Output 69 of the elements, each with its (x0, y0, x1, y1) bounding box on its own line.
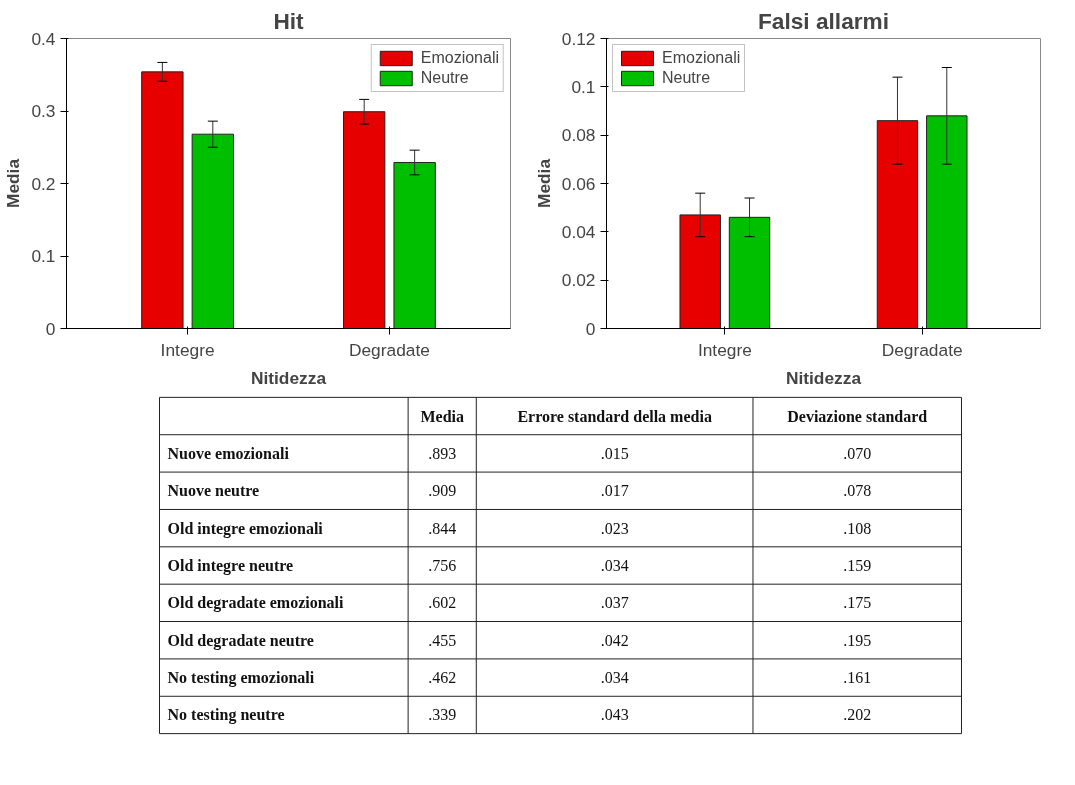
text: .756 (428, 557, 457, 574)
text: .195 (843, 631, 872, 649)
text: .042 (600, 631, 629, 649)
x-tick-label: Degradate (348, 339, 430, 360)
y-tick-label: 0.4 (31, 28, 56, 49)
x-axis-title: Nitidezza (250, 367, 327, 388)
text: .893 (428, 444, 457, 462)
text: .462 (428, 669, 457, 687)
y-tick-label: 0.1 (31, 246, 56, 266)
y-axis-title: Media (3, 158, 24, 209)
text: .034 (600, 669, 629, 687)
bar (191, 133, 234, 329)
text: .078 (843, 482, 872, 500)
text: Old degradate emozionali (167, 594, 345, 613)
legend-label: Neutre (420, 69, 469, 87)
legend-label: Neutre (662, 69, 711, 87)
text: .037 (600, 594, 629, 612)
text: Old degradate neutre (167, 631, 314, 650)
y-tick-label: 0 (585, 318, 596, 339)
category-label: Media (420, 407, 464, 425)
bar (679, 214, 721, 329)
text: .339 (428, 706, 457, 724)
text: No testing neutre (167, 706, 285, 725)
bar (926, 115, 968, 329)
y-tick-label: 0.12 (561, 28, 596, 49)
y-tick-label: 0.2 (31, 173, 56, 194)
text: .161 (843, 669, 872, 687)
text: No testing emozionali (167, 669, 315, 688)
y-tick-label: 0.06 (561, 173, 596, 194)
y-tick-label: 0.04 (561, 221, 596, 242)
text: .202 (843, 706, 872, 724)
chart-title: Hit (273, 7, 305, 34)
text: .070 (843, 444, 872, 462)
x-tick-label: Integre (160, 339, 215, 360)
text: .455 (428, 631, 457, 649)
bar (876, 120, 919, 329)
bar (141, 71, 184, 329)
text: Old integre emozionali (167, 519, 324, 538)
text: .175 (843, 594, 872, 612)
bar (393, 161, 436, 329)
y-tick-label: 0 (45, 318, 56, 339)
text: .108 (843, 519, 872, 537)
text: Old integre neutre (167, 557, 294, 575)
bar (343, 111, 386, 329)
x-tick-label: Integre (697, 339, 752, 360)
y-tick-label: 0.1 (571, 76, 596, 97)
x-axis-title: Nitidezza (785, 367, 862, 388)
y-tick-label: 0.3 (31, 101, 56, 121)
text: .159 (843, 557, 872, 574)
y-tick-label: 0.08 (561, 125, 596, 146)
text: Nuove neutre (167, 482, 260, 500)
text: .844 (428, 519, 457, 537)
y-axis-title: Media (533, 158, 554, 209)
text: Nuove emozionali (167, 444, 290, 462)
text: .017 (600, 482, 629, 500)
text: .015 (600, 444, 629, 462)
category-label: Deviazione standard (787, 407, 928, 425)
legend-label: Emozionali (420, 49, 499, 67)
text: .043 (600, 706, 629, 724)
category-label: Errore standard della media (517, 407, 712, 425)
x-tick-label: Degradate (881, 339, 963, 360)
text: .909 (428, 482, 457, 500)
legend-label: Emozionali (662, 49, 741, 67)
y-tick-label: 0.02 (561, 270, 596, 291)
bar (728, 216, 771, 329)
text: .023 (600, 519, 629, 537)
chart-title: Falsi allarmi (758, 7, 889, 34)
text: .034 (600, 557, 629, 574)
text: .602 (428, 594, 457, 612)
